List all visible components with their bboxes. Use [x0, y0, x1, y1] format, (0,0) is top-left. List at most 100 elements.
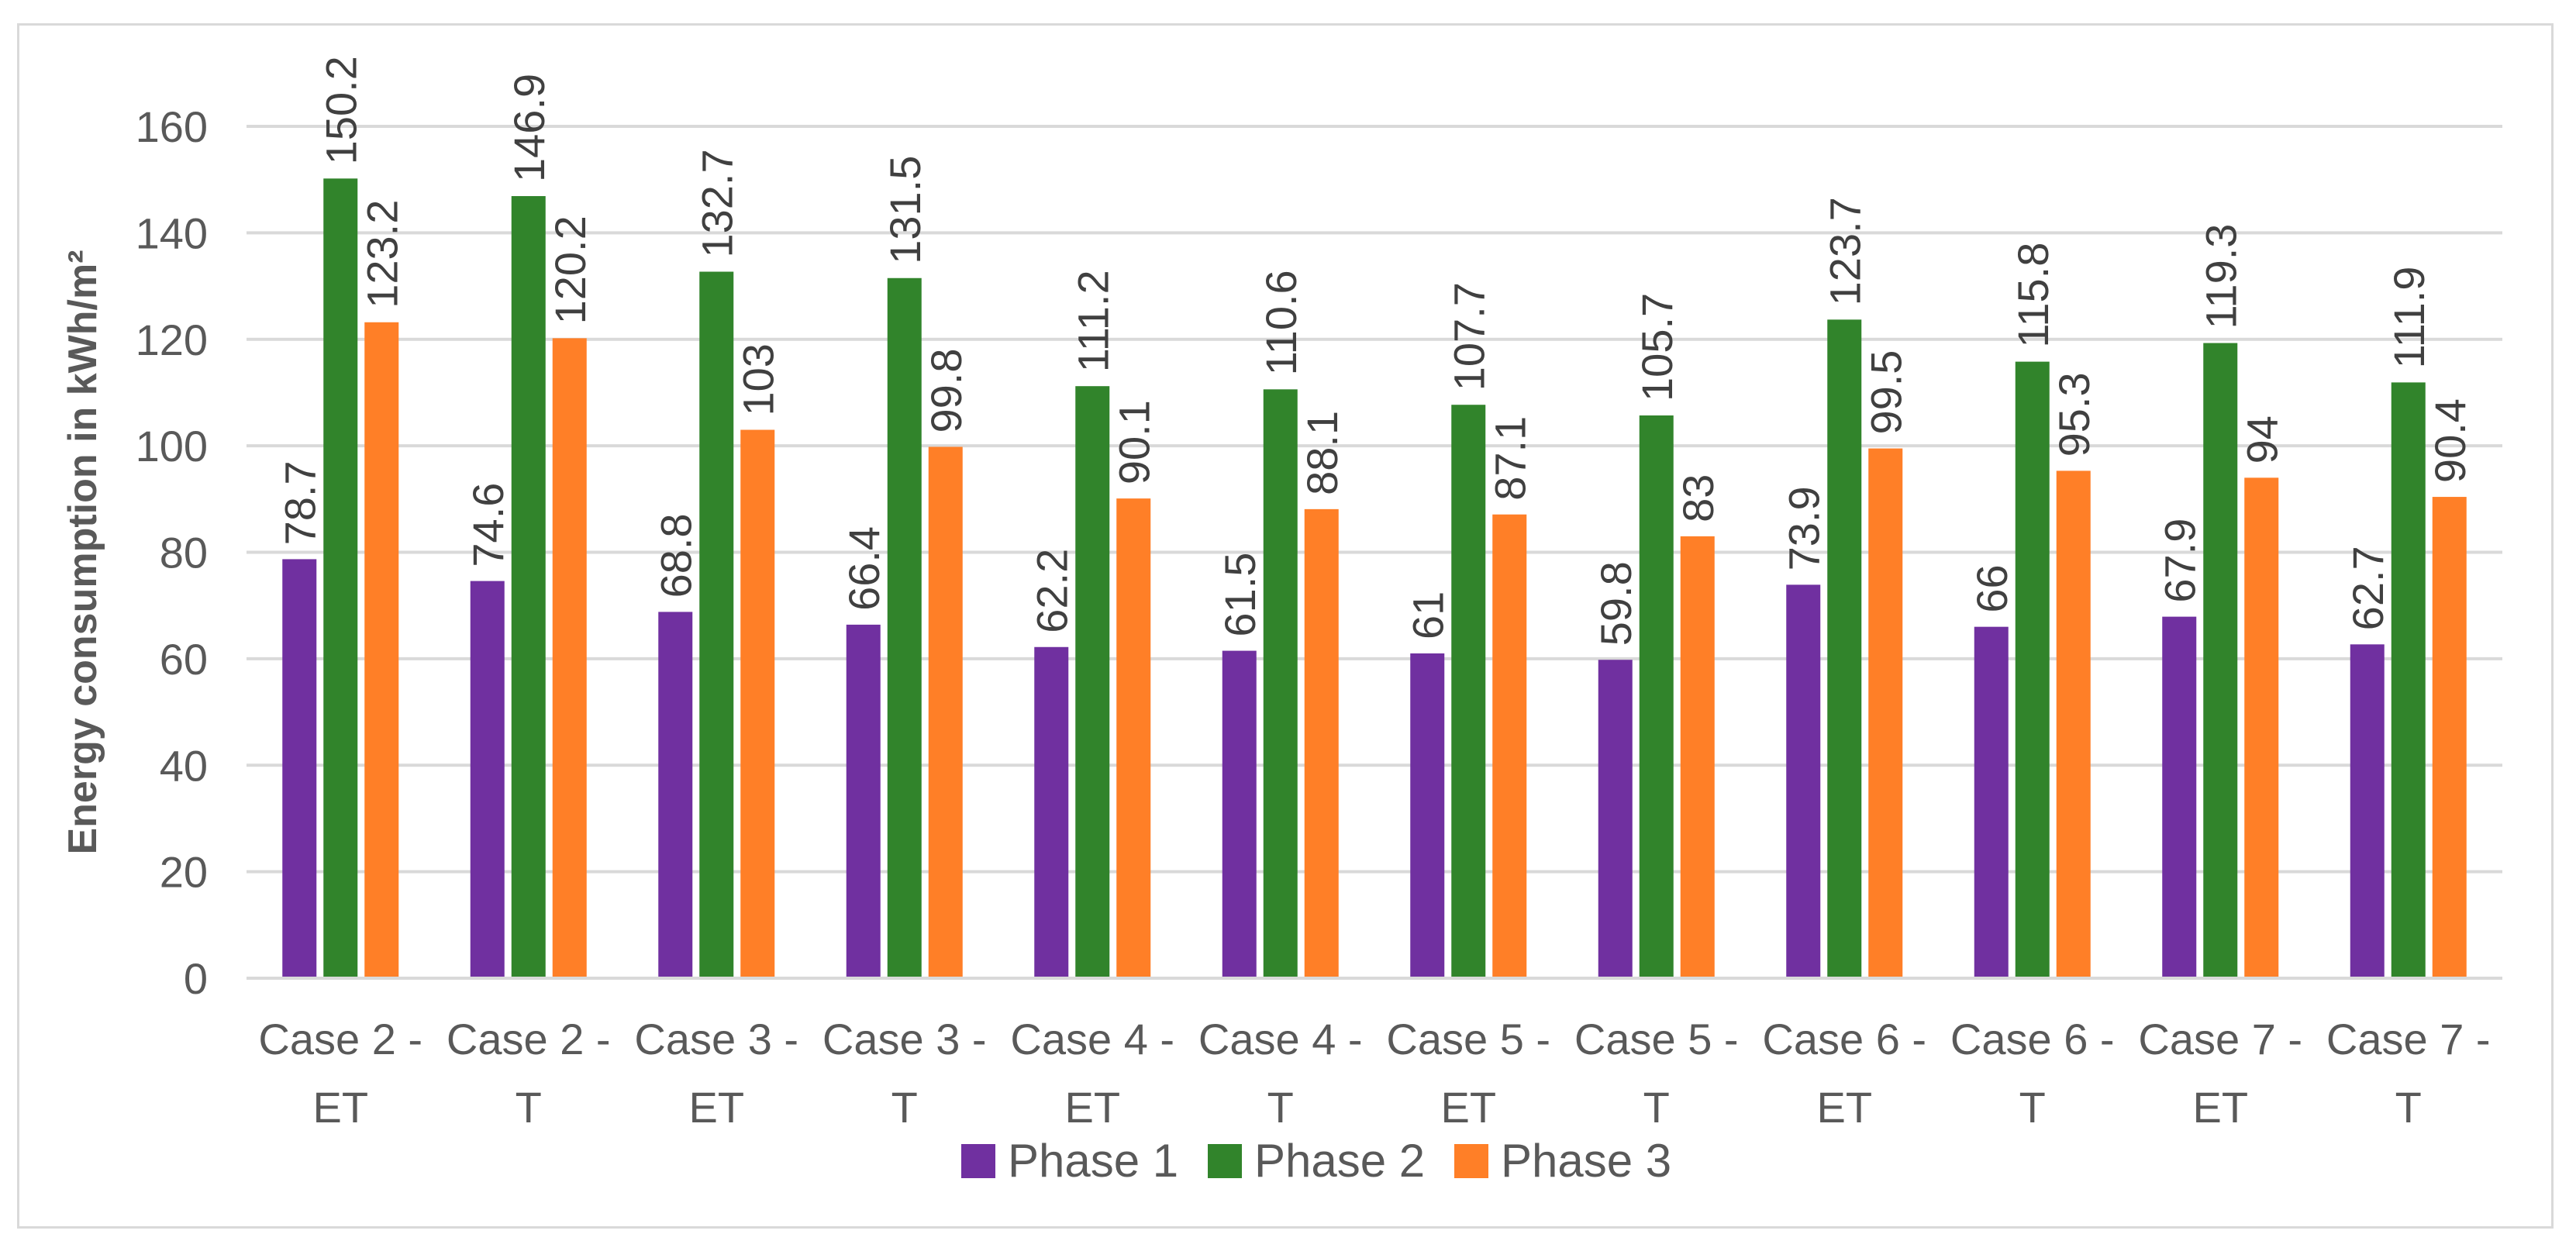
bar-phase-2	[1451, 405, 1486, 978]
gridlines	[247, 125, 2502, 874]
data-label: 123.7	[1820, 197, 1869, 305]
data-label: 62.7	[2343, 546, 2392, 630]
data-label: 146.9	[505, 74, 553, 182]
legend-label: Phase 1	[1008, 1135, 1178, 1187]
x-tick-label: Case 3 -	[634, 1015, 798, 1063]
data-label: 99.5	[1861, 350, 1910, 435]
bar-phase-1	[282, 559, 317, 978]
bar-phase-2	[511, 195, 546, 979]
x-tick-label: ET	[1440, 1083, 1496, 1132]
x-tick-label: Case 6 -	[1950, 1015, 2115, 1063]
x-tick-label: ET	[2192, 1083, 2248, 1132]
y-tick-label: 0	[184, 954, 208, 1003]
x-tick-label: Case 4 -	[1010, 1015, 1174, 1063]
bar-phase-3	[364, 322, 399, 978]
y-tick-label: 60	[160, 635, 208, 684]
bar-phase-2	[2203, 343, 2238, 979]
bar-phase-3	[2056, 470, 2091, 978]
x-tick-label: Case 2 -	[447, 1015, 611, 1063]
bar-phase-1	[1974, 626, 2009, 978]
data-label: 110.6	[1257, 270, 1305, 375]
data-label: 103	[733, 343, 782, 415]
data-label: 120.2	[546, 215, 595, 324]
bar-phase-1	[1598, 660, 1633, 978]
data-label: 111.9	[2385, 267, 2433, 369]
x-tick-label: Case 3 -	[822, 1015, 987, 1063]
x-tick-label: Case 2 -	[258, 1015, 422, 1063]
bar-phase-2	[887, 277, 922, 978]
data-label: 88.1	[1298, 411, 1347, 495]
data-label: 61.5	[1216, 553, 1264, 637]
y-tick-label: 140	[136, 209, 208, 257]
data-label: 74.6	[464, 483, 512, 567]
bar-phase-1	[1034, 646, 1069, 978]
x-tick-label: Case 5 -	[1574, 1015, 1739, 1063]
data-label: 66	[1967, 564, 2016, 612]
axes: 0 20 40 60 80 100 120 140 160 Energy consumption …	[60, 102, 2502, 1132]
x-tick-label: ET	[1816, 1083, 1872, 1132]
x-tick-label: Case 7 -	[2326, 1015, 2491, 1063]
y-tick-label: 20	[160, 848, 208, 897]
bar-phase-3	[2244, 477, 2279, 978]
bar-phase-1	[846, 624, 881, 978]
data-label: 67.9	[2155, 519, 2204, 603]
legend-swatch	[1454, 1144, 1488, 1178]
bar-phase-1	[1410, 653, 1445, 978]
data-label: 115.8	[2009, 243, 2057, 348]
data-labels: 78.7 150.2 123.2 74.6 146.9 120.2 68.8 132.7 103…	[275, 56, 2474, 646]
x-tick-label: ET	[688, 1083, 744, 1132]
data-label: 87.1	[1485, 416, 1534, 501]
data-label: 68.8	[651, 513, 700, 598]
data-label: 90.1	[1109, 400, 1158, 484]
bar-phase-3	[1116, 498, 1151, 978]
x-tick-label: T	[1643, 1083, 1670, 1132]
legend: Phase 1 Phase 2 Phase 3	[961, 1135, 1671, 1187]
bar-phase-1	[470, 581, 505, 978]
data-label: 111.2	[1068, 270, 1117, 372]
data-label: 123.2	[357, 200, 406, 308]
x-tick-label: Case 6 -	[1762, 1015, 1926, 1063]
bar-phase-3	[740, 429, 775, 978]
bar-phase-3	[928, 446, 963, 978]
bar-phase-3	[2432, 497, 2467, 978]
data-label: 62.2	[1027, 549, 1076, 633]
y-axis-title: Energy consumption in kWh/m²	[60, 250, 105, 854]
data-label: 105.7	[1633, 293, 1681, 402]
y-tick-label: 80	[160, 529, 208, 577]
data-label: 78.7	[275, 460, 324, 545]
x-tick-label: T	[516, 1083, 542, 1132]
legend-label: Phase 3	[1501, 1135, 1671, 1187]
x-tick-label: T	[1267, 1083, 1294, 1132]
data-label: 132.7	[692, 149, 741, 257]
bar-phase-3	[552, 338, 587, 979]
data-label: 107.7	[1444, 282, 1493, 391]
y-tick-label: 40	[160, 741, 208, 790]
bar-phase-3	[1492, 514, 1527, 978]
x-tick-label: ET	[312, 1083, 368, 1132]
x-tick-label: T	[2019, 1083, 2046, 1132]
bar-phase-2	[1827, 319, 1862, 978]
data-label: 119.3	[2196, 224, 2245, 329]
data-label: 61	[1403, 591, 1452, 639]
data-label: 83	[1674, 474, 1723, 522]
bars	[282, 178, 2467, 979]
data-label: 95.3	[2050, 372, 2098, 457]
bar-phase-1	[658, 612, 693, 978]
legend-swatch	[1208, 1144, 1242, 1178]
bar-phase-3	[1868, 448, 1903, 978]
y-tick-label: 120	[136, 315, 208, 364]
legend-label: Phase 2	[1254, 1135, 1425, 1187]
bar-phase-3	[1680, 536, 1715, 978]
x-tick-label: T	[891, 1083, 918, 1132]
bar-phase-2	[1639, 415, 1674, 978]
bar-phase-2	[2391, 382, 2426, 979]
x-tick-label: T	[2395, 1083, 2422, 1132]
y-tick-label: 160	[136, 102, 208, 151]
x-tick-label: ET	[1064, 1083, 1120, 1132]
y-tick-label: 100	[136, 422, 208, 470]
data-label: 150.2	[316, 56, 365, 164]
bar-phase-2	[2015, 361, 2050, 978]
x-tick-label: Case 4 -	[1198, 1015, 1363, 1063]
data-label: 59.8	[1591, 561, 1640, 646]
